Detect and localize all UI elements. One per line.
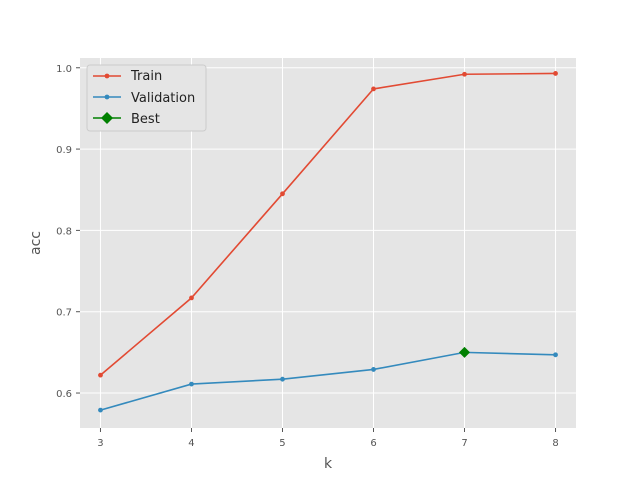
x-tick-label-3: 6	[370, 438, 376, 449]
legend-best-label: Best	[131, 112, 160, 127]
best-marker	[459, 346, 471, 358]
y-axis-label: acc	[28, 231, 44, 255]
x-axis-label: k	[324, 456, 333, 472]
series-layer	[98, 71, 558, 413]
legend-item-validation: Validation	[93, 91, 195, 106]
x-tick-label-1: 4	[188, 438, 194, 449]
x-tick-label-0: 3	[97, 438, 103, 449]
point-validation-6	[371, 367, 376, 372]
point-train-7	[462, 71, 467, 77]
series-line-validation	[100, 351, 556, 411]
series-line-train	[99, 72, 556, 376]
x-tick-label-2: 5	[279, 438, 285, 449]
legend-validation-marker	[104, 94, 110, 100]
legend-item-best: Best	[93, 112, 160, 127]
legend-box	[86, 64, 207, 132]
legend-train-marker	[104, 73, 110, 79]
legend-validation-label: Validation	[131, 91, 195, 106]
ticks: 3 4 5 6 7 8 0.6 0.7 0.8 0.9 1.0	[56, 64, 559, 449]
x-tick-label-4: 7	[461, 438, 467, 449]
legend: Train Validation Best	[86, 64, 207, 132]
y-tick-label-2: 0.8	[56, 226, 72, 237]
legend-train-label: Train	[130, 69, 162, 84]
point-train-3	[98, 372, 103, 378]
point-validation-8	[553, 352, 558, 358]
y-tick-label-4: 1.0	[56, 64, 72, 75]
point-validation-4	[189, 381, 194, 387]
legend-item-train: Train	[93, 69, 162, 84]
point-train-5	[280, 191, 285, 197]
y-tick-label-0: 0.6	[56, 389, 72, 400]
point-validation-3	[98, 407, 103, 413]
legend-best-marker	[101, 112, 113, 124]
y-tick-label-1: 0.7	[56, 308, 72, 319]
point-train-8	[553, 71, 558, 76]
grid	[80, 58, 576, 428]
point-train-6	[371, 86, 376, 92]
y-tick-label-3: 0.9	[56, 145, 72, 156]
x-tick-label-5: 8	[552, 438, 558, 449]
point-validation-5	[280, 376, 285, 382]
point-train-4	[189, 295, 194, 301]
